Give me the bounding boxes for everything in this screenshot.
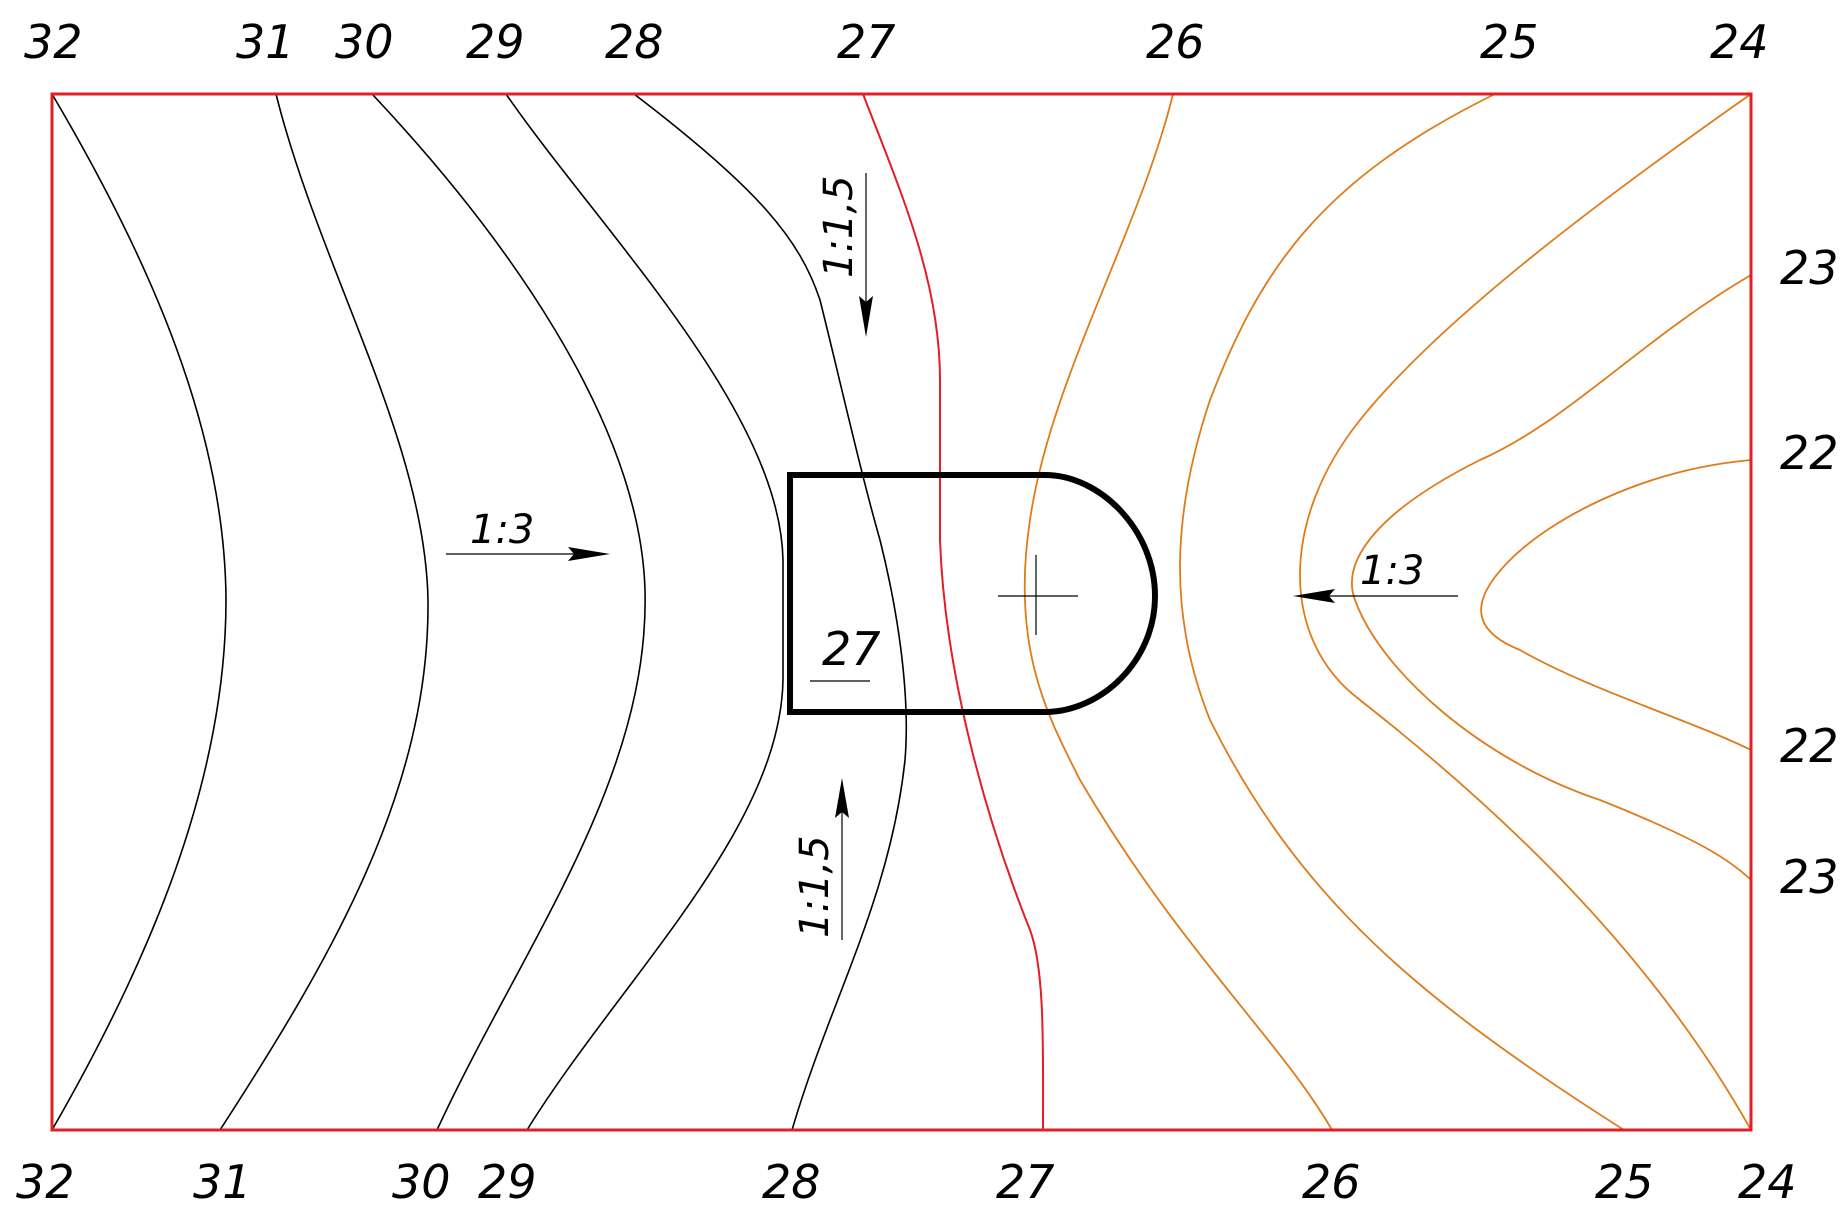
top-label: 28 [605,15,664,69]
bottom-label: 27 [996,1155,1055,1206]
slope-arrow-bottom: 1:1,5 [792,778,849,940]
top-label: 29 [466,15,525,69]
bottom-label: 26 [1302,1155,1361,1206]
contour-29 [505,93,784,1131]
bottom-label: 29 [478,1155,537,1206]
right-label: 22 [1780,426,1839,480]
arrow-down-icon [859,296,873,337]
platform-elevation-label: 27 [822,622,881,676]
top-label: 26 [1146,15,1205,69]
slope-label-bottom: 1:1,5 [792,835,838,938]
contours-black [51,93,908,1131]
contour-31 [219,93,429,1131]
platform-outline [787,472,1159,715]
top-elevation-labels: 32 31 30 29 28 27 26 25 24 [24,15,1769,69]
top-label: 25 [1480,15,1539,69]
bottom-label: 28 [762,1155,821,1206]
arrow-up-icon [835,778,849,818]
center-cross-icon [998,555,1078,635]
slope-label-left: 1:3 [470,507,534,553]
contour-30 [371,93,646,1131]
bottom-elevation-labels: 32 31 30 29 28 27 26 25 24 [16,1155,1797,1206]
arrow-left-icon [1293,589,1335,603]
bottom-label: 25 [1595,1155,1654,1206]
contour-22 [1480,459,1752,751]
top-label: 31 [236,15,295,69]
site-boundary [50,92,1753,1132]
contour-25 [1179,93,1625,1131]
contours-red [862,93,1045,1131]
contour-26 [1023,93,1333,1131]
contour-27 [862,93,1045,1131]
right-elevation-labels: 23 22 22 23 [1780,241,1839,904]
contours-orange [1023,93,1752,1131]
bottom-label: 32 [16,1155,75,1206]
arrow-right-icon [568,547,610,561]
contour-32 [51,93,227,1131]
contour-28 [633,93,908,1131]
top-label: 30 [335,15,394,69]
contour-24 [1299,93,1752,1131]
bottom-label: 24 [1738,1155,1797,1206]
slope-arrow-right: 1:3 [1293,548,1458,603]
bottom-label: 30 [392,1155,451,1206]
right-label: 23 [1780,850,1839,904]
slope-arrow-left: 1:3 [446,507,610,561]
bottom-label: 31 [193,1155,252,1206]
top-label: 24 [1710,15,1769,69]
slope-label-right: 1:3 [1360,548,1424,594]
top-label: 27 [837,15,896,69]
slope-arrow-top: 1:1,5 [816,173,873,337]
right-label: 22 [1780,719,1839,773]
right-label: 23 [1780,241,1839,295]
slope-label-top: 1:1,5 [816,175,862,278]
top-label: 32 [24,15,83,69]
contour-23 [1351,274,1752,881]
